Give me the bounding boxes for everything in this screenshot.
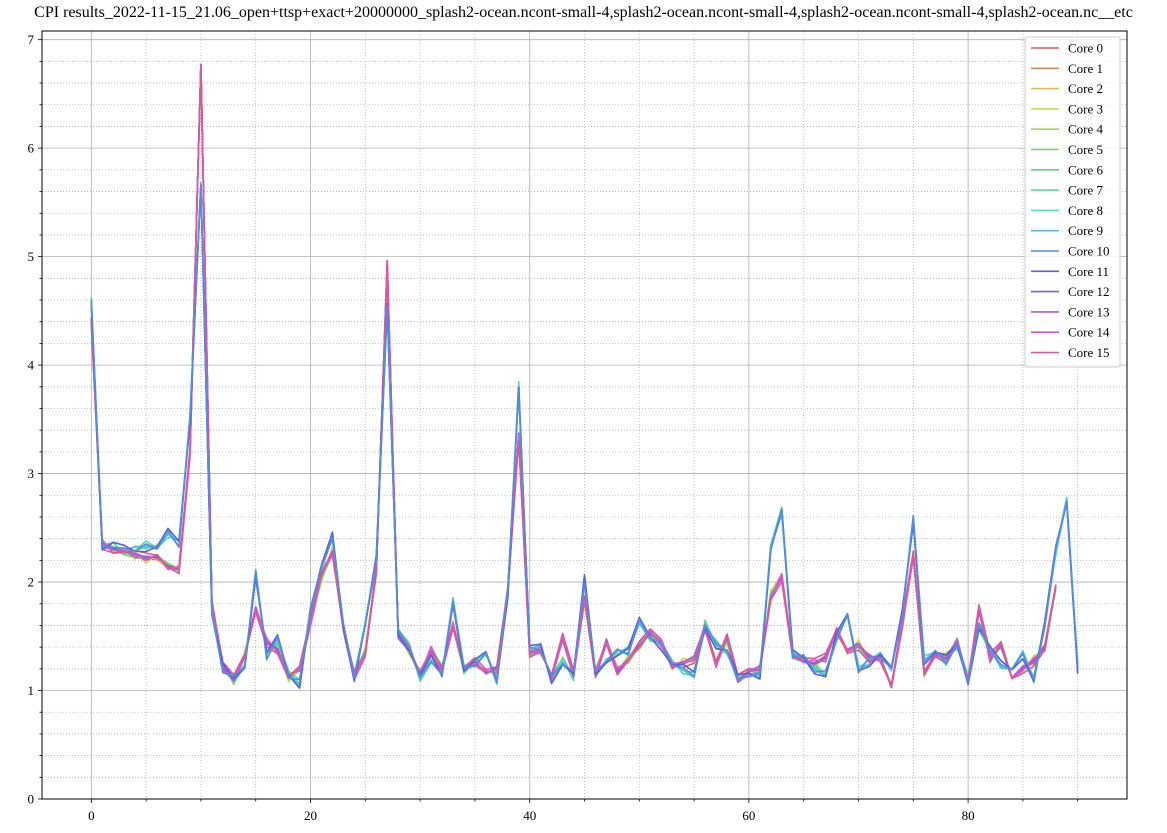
y-tick-label: 6 bbox=[28, 141, 35, 156]
legend-label-core-14: Core 14 bbox=[1068, 325, 1110, 340]
series-line-core-15 bbox=[90, 65, 1057, 686]
y-tick-label: 7 bbox=[28, 32, 35, 47]
x-tick-label: 0 bbox=[88, 808, 95, 823]
legend-label-core-11: Core 11 bbox=[1068, 264, 1109, 279]
series-line-core-5 bbox=[90, 65, 1057, 687]
y-tick-label: 1 bbox=[28, 683, 35, 698]
series-line-core-12 bbox=[90, 63, 1057, 689]
legend-label-core-1: Core 1 bbox=[1068, 61, 1103, 76]
series-lines bbox=[90, 63, 1079, 689]
y-tick-label: 4 bbox=[28, 358, 35, 373]
legend-label-core-9: Core 9 bbox=[1068, 223, 1103, 238]
axis-ticks bbox=[38, 39, 1079, 803]
legend-label-core-0: Core 0 bbox=[1068, 41, 1103, 56]
legend-label-core-15: Core 15 bbox=[1068, 345, 1110, 360]
series-line-core-10 bbox=[90, 183, 1079, 684]
legend-label-core-4: Core 4 bbox=[1068, 122, 1104, 137]
minor-grid bbox=[42, 31, 1127, 799]
series-line-core-1 bbox=[90, 64, 1057, 688]
legend-box bbox=[1024, 36, 1121, 368]
legend: Core 0 Core 1 Core 2 Core 3 Core 4 Core 5 Core… bbox=[1024, 36, 1121, 368]
legend-label-core-8: Core 8 bbox=[1068, 203, 1103, 218]
legend-label-core-7: Core 7 bbox=[1068, 183, 1104, 198]
axis-tick-labels: 0 20 40 60 80 0 1 2 3 4 5 6 7 bbox=[28, 32, 975, 823]
x-tick-label: 80 bbox=[962, 808, 975, 823]
series-line-core-0 bbox=[90, 63, 1057, 689]
y-tick-label: 2 bbox=[28, 575, 35, 590]
series-line-core-3 bbox=[90, 66, 1057, 686]
legend-label-core-10: Core 10 bbox=[1068, 244, 1110, 259]
series-line-core-14 bbox=[90, 64, 1057, 687]
legend-label-core-12: Core 12 bbox=[1068, 284, 1110, 299]
chart-title: CPI results_2022-11-15_21.06_open+ttsp+e… bbox=[34, 4, 1133, 21]
legend-label-core-3: Core 3 bbox=[1068, 101, 1103, 116]
series-line-core-2 bbox=[90, 65, 1057, 687]
series-line-core-4 bbox=[90, 63, 1057, 689]
x-tick-label: 20 bbox=[304, 808, 317, 823]
y-tick-label: 0 bbox=[28, 792, 35, 807]
x-tick-label: 40 bbox=[523, 808, 536, 823]
series-line-core-7 bbox=[90, 185, 1079, 686]
y-tick-label: 3 bbox=[28, 466, 35, 481]
legend-label-core-13: Core 13 bbox=[1068, 304, 1110, 319]
series-line-core-13 bbox=[90, 64, 1057, 688]
legend-label-core-5: Core 5 bbox=[1068, 142, 1103, 157]
x-tick-label: 60 bbox=[742, 808, 755, 823]
legend-label-core-6: Core 6 bbox=[1068, 162, 1104, 177]
y-tick-label: 5 bbox=[28, 249, 35, 264]
legend-label-core-2: Core 2 bbox=[1068, 81, 1103, 96]
